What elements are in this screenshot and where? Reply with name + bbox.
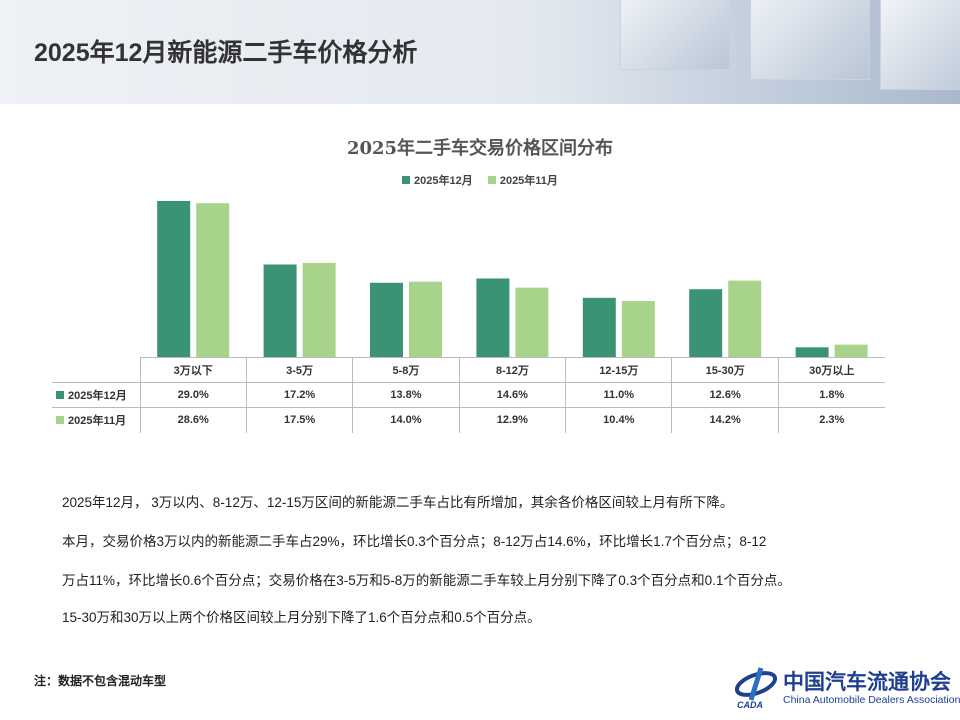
bar-nov-0 <box>196 203 230 357</box>
category-label: 30万以上 <box>777 357 885 383</box>
header-banner: 2025年12月新能源二手车价格分析 <box>0 0 960 104</box>
table-row-nov: 2025年11月 28.6% 17.5% 14.0% 12.9% 10.4% 1… <box>52 407 885 433</box>
logo-chinese-name: 中国汽车流通协会 <box>783 669 951 694</box>
bar-dec-1 <box>263 264 297 357</box>
data-label: 14.6% <box>458 382 567 408</box>
data-label: 14.2% <box>671 407 779 433</box>
row-label: 2025年12月 <box>68 390 127 402</box>
bar-dec-6 <box>795 347 829 357</box>
category-label: 12-15万 <box>565 357 673 383</box>
analysis-paragraph-2: 本月，交易价格3万以内的新能源二手车占29%，环比增长0.3个百分点；8-12万… <box>62 534 767 549</box>
footnote: 注：数据不包含混动车型 <box>34 674 167 688</box>
legend-item-dec: 2025年12月 <box>402 172 473 188</box>
data-label: 17.5% <box>245 407 354 433</box>
data-label: 10.4% <box>565 407 673 433</box>
bar-dec-3 <box>476 278 510 357</box>
header-cubes-image <box>600 0 960 104</box>
svg-text:CADA: CADA <box>737 700 763 710</box>
legend-label: 2025年12月 <box>414 175 473 187</box>
bar-dec-4 <box>582 297 616 357</box>
data-label: 12.9% <box>458 407 567 433</box>
category-label: 8-12万 <box>458 357 567 383</box>
table-header-row: 3万以下 3-5万 5-8万 8-12万 12-15万 15-30万 30万以上 <box>52 357 885 383</box>
category-label: 15-30万 <box>671 357 779 383</box>
row-label: 2025年11月 <box>68 415 127 428</box>
bar-dec-2 <box>370 282 403 357</box>
data-label: 11.0% <box>565 382 673 408</box>
cada-logo-icon: CADA <box>734 667 778 710</box>
cada-logo: CADA 中国汽车流通协会 China Automobile Dealers A… <box>733 662 960 712</box>
category-label: 3-5万 <box>245 357 354 383</box>
legend-label: 2025年11月 <box>499 175 558 187</box>
logo-english-name: China Automobile Dealers Association <box>783 694 960 706</box>
bar-dec-0 <box>157 201 191 357</box>
data-label: 2.3% <box>777 407 885 433</box>
bar-dec-5 <box>689 289 723 357</box>
bar-nov-2 <box>409 281 442 357</box>
data-label: 12.6% <box>671 382 779 408</box>
bar-nov-1 <box>302 262 336 357</box>
analysis-paragraph-3: 万占11%，环比增长0.6个百分点；交易价格在3-5万和5-8万的新能源二手车较… <box>62 573 791 588</box>
bar-nov-6 <box>834 344 868 357</box>
data-label: 1.8% <box>777 382 885 408</box>
bar-nov-5 <box>728 280 762 357</box>
category-label: 3万以下 <box>139 357 247 383</box>
analysis-paragraph-4: 15-30万和30万以上两个价格区间较上月分别下降了1.6个百分点和0.5个百分… <box>62 610 541 625</box>
legend-item-nov: 2025年11月 <box>487 172 558 188</box>
chart-title: 2025年二手车交易价格区间分布 <box>346 138 614 159</box>
page-title: 2025年12月新能源二手车价格分析 <box>34 39 418 67</box>
bar-nov-4 <box>621 301 655 357</box>
category-label: 5-8万 <box>352 357 460 383</box>
table-row-dec: 2025年12月 29.0% 17.2% 13.8% 14.6% 11.0% 1… <box>52 382 885 408</box>
data-label: 29.0% <box>139 382 247 408</box>
data-label: 13.8% <box>352 382 460 408</box>
data-label: 14.0% <box>352 407 460 433</box>
data-label: 17.2% <box>245 382 354 408</box>
analysis-paragraph-1: 2025年12月， 3万以内、8-12万、12-15万区间的新能源二手车占比有所… <box>62 495 734 510</box>
chart-legend: 2025年12月 2025年11月 <box>0 172 960 188</box>
bar-nov-3 <box>515 287 549 357</box>
data-label: 28.6% <box>139 407 247 433</box>
data-table: 3万以下 3-5万 5-8万 8-12万 12-15万 15-30万 30万以上… <box>52 357 885 433</box>
